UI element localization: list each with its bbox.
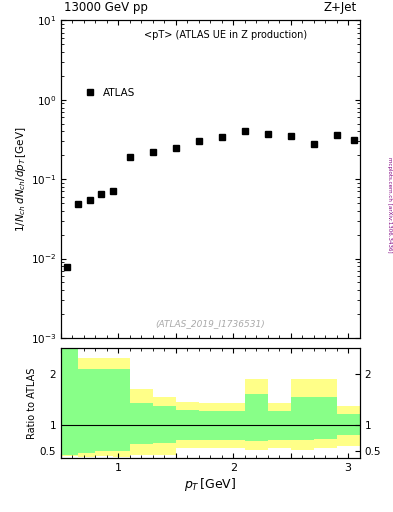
Bar xyxy=(78,369,95,453)
Y-axis label: $1/N_{ch}\,dN_{ch}/dp_T\,[\mathrm{GeV}]$: $1/N_{ch}\,dN_{ch}/dp_T\,[\mathrm{GeV}]$ xyxy=(14,126,28,232)
Bar xyxy=(176,410,199,440)
Bar xyxy=(268,403,291,448)
Text: <pT> (ATLAS UE in Z production): <pT> (ATLAS UE in Z production) xyxy=(143,30,307,40)
Bar xyxy=(314,397,337,439)
Bar xyxy=(130,403,153,444)
Bar xyxy=(245,379,268,450)
Bar xyxy=(153,397,176,455)
Bar xyxy=(113,358,130,457)
Bar xyxy=(78,358,95,457)
Bar xyxy=(199,403,222,448)
Text: Z+Jet: Z+Jet xyxy=(323,1,356,14)
Bar xyxy=(199,411,222,440)
Bar xyxy=(153,406,176,443)
ATLAS xyxy=(219,134,224,140)
Bar xyxy=(337,414,360,435)
ATLAS xyxy=(351,137,356,143)
ATLAS xyxy=(87,197,92,203)
Line: ATLAS: ATLAS xyxy=(64,129,356,270)
ATLAS xyxy=(151,149,155,155)
ATLAS xyxy=(99,191,103,197)
ATLAS xyxy=(288,133,293,139)
Bar xyxy=(222,411,245,440)
Y-axis label: Ratio to ATLAS: Ratio to ATLAS xyxy=(27,368,37,439)
Legend: ATLAS: ATLAS xyxy=(81,83,141,103)
Bar xyxy=(95,358,113,456)
Text: mcplots.cern.ch [arXiv:1306.3436]: mcplots.cern.ch [arXiv:1306.3436] xyxy=(387,157,392,252)
Bar xyxy=(61,348,78,455)
Bar xyxy=(314,379,337,448)
Bar xyxy=(130,389,153,455)
X-axis label: $p_T\,[\mathrm{GeV}]$: $p_T\,[\mathrm{GeV}]$ xyxy=(184,476,237,493)
Bar xyxy=(337,406,360,446)
ATLAS xyxy=(76,201,81,207)
Bar xyxy=(61,348,78,456)
Bar xyxy=(291,379,314,450)
ATLAS xyxy=(127,154,132,160)
Bar xyxy=(113,369,130,451)
Bar xyxy=(268,411,291,440)
Bar xyxy=(95,369,113,451)
Text: (ATLAS_2019_I1736531): (ATLAS_2019_I1736531) xyxy=(155,319,265,328)
ATLAS xyxy=(64,264,69,270)
Bar xyxy=(222,403,245,448)
ATLAS xyxy=(173,144,178,151)
ATLAS xyxy=(196,138,201,144)
ATLAS xyxy=(334,132,339,138)
ATLAS xyxy=(311,141,316,147)
Bar xyxy=(245,394,268,441)
Bar xyxy=(291,397,314,440)
ATLAS xyxy=(242,129,247,135)
Text: 13000 GeV pp: 13000 GeV pp xyxy=(64,1,148,14)
ATLAS xyxy=(110,187,115,194)
ATLAS xyxy=(265,131,270,137)
Bar xyxy=(176,402,199,448)
